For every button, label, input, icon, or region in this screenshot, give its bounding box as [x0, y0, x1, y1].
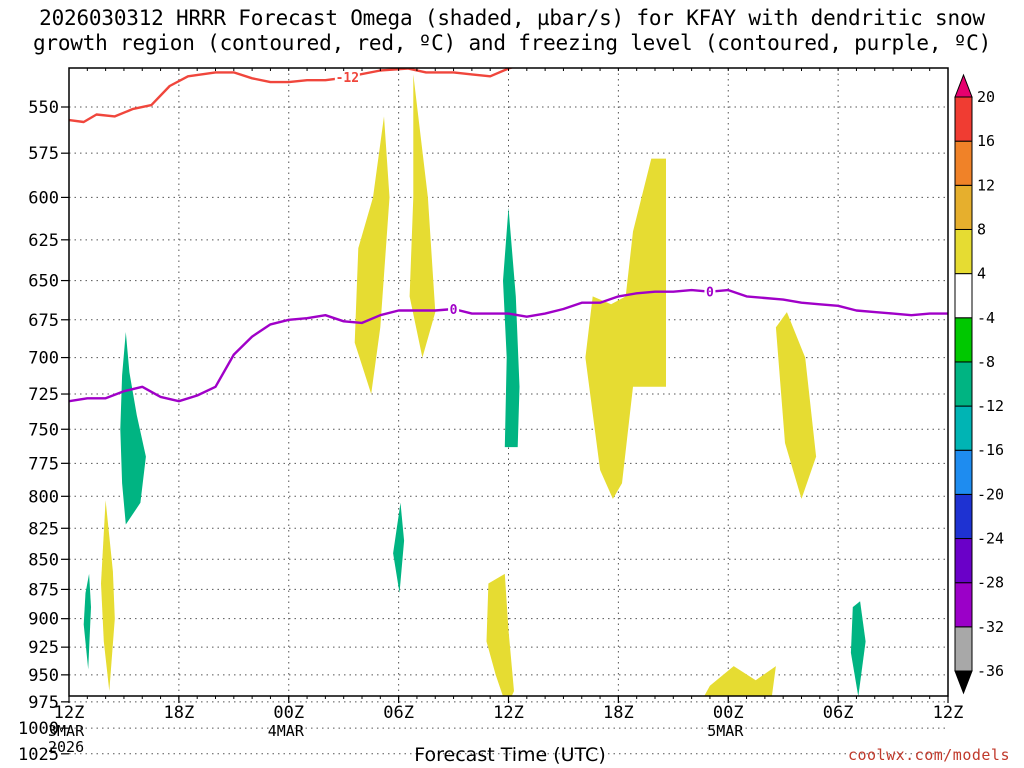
colorbar-label: 12	[977, 176, 995, 194]
x-date-label: 3MAR	[48, 722, 85, 740]
colorbar-label: 4	[977, 265, 986, 283]
x-tick-label: 00Z	[713, 703, 744, 723]
y-tick-label: 600	[28, 188, 59, 208]
colorbar-label: -36	[977, 662, 1004, 680]
y-tick-label: 675	[28, 311, 59, 331]
y-tick-label: 575	[28, 144, 59, 164]
x-tick-label: 18Z	[603, 703, 634, 723]
colorbar-box	[954, 449, 973, 495]
colorbar-box	[954, 405, 973, 451]
x-tick-label: 12Z	[493, 703, 524, 723]
contour-dgz-minus12	[69, 68, 514, 124]
y-axis: 550 575 600 625 650 675 700 725 750 775 800 825 850 8…	[18, 98, 69, 765]
colorbar-box	[954, 626, 973, 672]
colorbar-box	[954, 582, 973, 628]
contour-lines: -12 0 0	[69, 68, 948, 403]
x-tick-label: 06Z	[823, 703, 854, 723]
shade-green-5	[850, 601, 866, 696]
colorbar-box	[954, 140, 973, 186]
contour-label-dgz-minus12: -12	[336, 71, 359, 86]
x-date-label: 2026	[48, 738, 84, 756]
colorbar-label: 16	[977, 132, 995, 150]
colorbar-label: -4	[977, 309, 995, 327]
colorbar-label: -28	[977, 574, 1004, 592]
colorbar-label: 8	[977, 220, 986, 238]
colorbar-box	[954, 96, 973, 142]
y-tick-label: 800	[28, 487, 59, 507]
shade-yellow-1	[101, 500, 115, 692]
y-tick-label: 650	[28, 272, 59, 292]
x-tick-label: 18Z	[164, 703, 195, 723]
x-tick-label: 12Z	[54, 703, 85, 723]
colorbar-label: -8	[977, 353, 995, 371]
x-axis-label: Forecast Time (UTC)	[414, 744, 606, 766]
x-date-label: 4MAR	[268, 722, 305, 740]
y-tick-label: 550	[28, 98, 59, 118]
colorbar: -36 -32 -28 -24 -20 -16 -12 -8 -4 4 8 12 16 20	[954, 73, 1004, 695]
title-line-1: 2026030312 HRRR Forecast Omega (shaded, …	[39, 6, 985, 30]
contour-label-bg	[334, 69, 360, 84]
contour-label-freezing-level: 0	[706, 286, 714, 301]
y-tick-label: 625	[28, 231, 59, 251]
shade-yellow-7	[704, 666, 776, 696]
colorbar-label: -12	[977, 397, 1004, 415]
y-tick-label: 700	[28, 349, 59, 369]
y-tick-label: 850	[28, 550, 59, 570]
y-tick-label: 975	[28, 693, 59, 713]
shade-green-4	[393, 502, 405, 593]
x-tick-label: 00Z	[273, 703, 304, 723]
shade-yellow-2	[354, 116, 390, 395]
colorbar-box	[954, 228, 973, 275]
y-tick-label: 725	[28, 385, 59, 405]
contour-freezing-level	[69, 288, 948, 403]
y-tick-label: 875	[28, 580, 59, 600]
x-tick-label: 12Z	[933, 703, 964, 723]
y-tick-label: 925	[28, 638, 59, 658]
x-date-label: 5MAR	[707, 722, 744, 740]
chart-title: 2026030312 HRRR Forecast Omega (shaded, …	[0, 6, 1024, 56]
contour-label-freezing-level: 0	[450, 303, 458, 318]
omega-shading	[83, 74, 866, 696]
contour-label-bg	[704, 284, 716, 299]
y-tick-label: 950	[28, 666, 59, 686]
shade-yellow-4	[486, 573, 514, 696]
colorbar-box	[954, 273, 973, 319]
colorbar-label: -16	[977, 441, 1004, 459]
colorbar-box	[954, 538, 973, 584]
y-tick-label: 900	[28, 610, 59, 630]
shade-yellow-5	[585, 158, 666, 499]
x-tick-label: 06Z	[383, 703, 414, 723]
colorbar-label: 20	[977, 88, 995, 106]
colorbar-label: -32	[977, 618, 1004, 636]
colorbar-box	[954, 493, 973, 540]
y-tick-label: 775	[28, 454, 59, 474]
shade-green-2	[83, 573, 91, 670]
colorbar-box	[954, 361, 973, 407]
shade-green-1	[120, 332, 146, 525]
y-tick-label: 825	[28, 519, 59, 539]
shade-yellow-3	[409, 74, 436, 358]
y-tick-label: 1000	[18, 719, 59, 739]
colorbar-label: -24	[977, 530, 1004, 548]
colorbar-top-arrow	[954, 73, 973, 98]
shade-green-3	[503, 207, 520, 448]
colorbar-label: -20	[977, 485, 1004, 503]
y-tick-label: 1025	[18, 745, 59, 765]
colorbar-bottom-arrow	[954, 670, 973, 695]
title-line-2: growth region (contoured, red, ºC) and f…	[32, 31, 992, 55]
shade-yellow-8	[775, 312, 817, 499]
credit-text: coolwx.com/models	[847, 746, 1010, 764]
colorbar-box	[954, 317, 973, 363]
colorbar-box	[954, 184, 973, 230]
contour-label-bg	[448, 301, 460, 316]
y-tick-label: 750	[28, 420, 59, 440]
